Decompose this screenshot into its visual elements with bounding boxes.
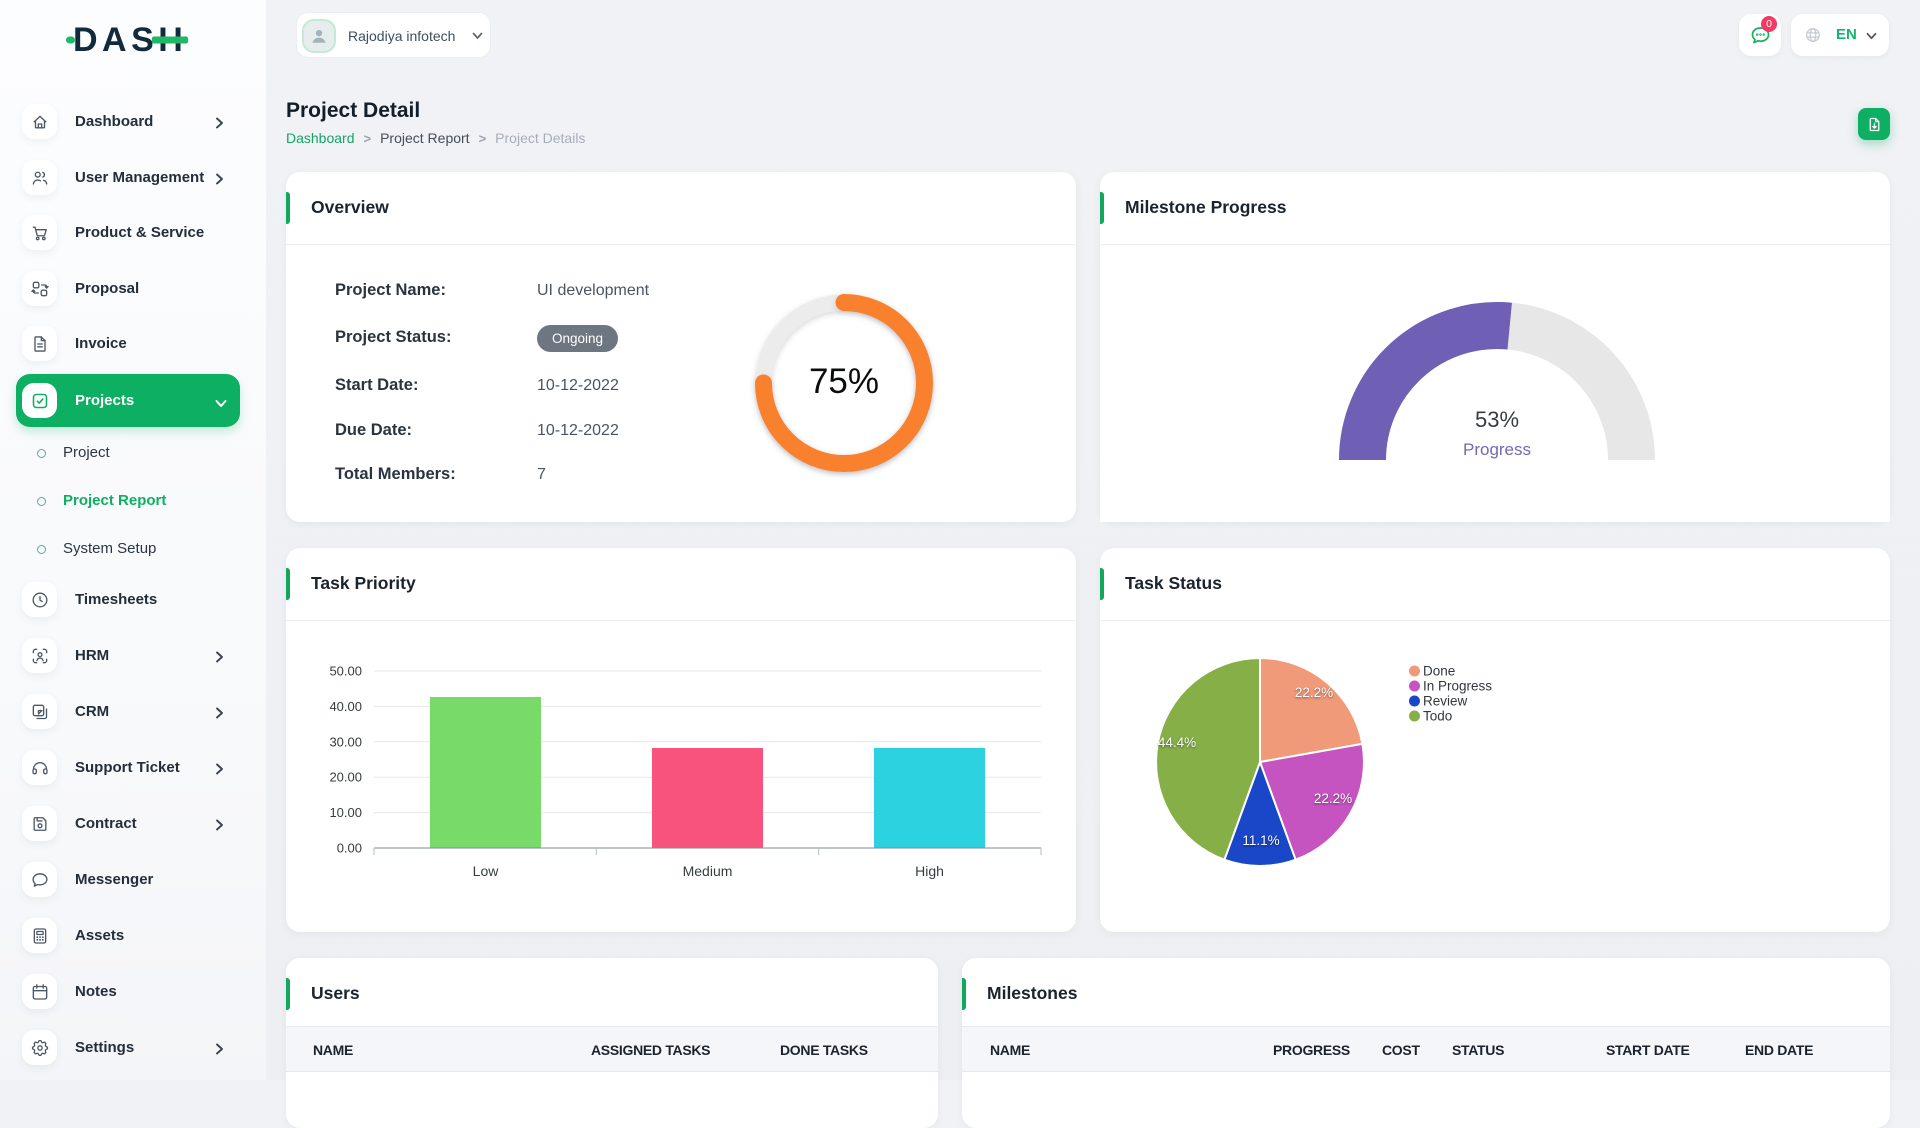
svg-text:50.00: 50.00 <box>329 664 362 679</box>
svg-text:44.4%: 44.4% <box>1158 735 1196 750</box>
svg-text:Todo: Todo <box>1423 709 1452 724</box>
svg-text:40.00: 40.00 <box>329 699 362 714</box>
svg-text:Medium: Medium <box>683 863 733 879</box>
svg-text:High: High <box>915 863 944 879</box>
svg-text:10.00: 10.00 <box>329 805 362 820</box>
svg-text:30.00: 30.00 <box>329 734 362 749</box>
svg-text:In Progress: In Progress <box>1423 679 1492 694</box>
svg-text:Review: Review <box>1423 694 1468 709</box>
svg-text:20.00: 20.00 <box>329 770 362 785</box>
svg-text:11.1%: 11.1% <box>1242 833 1279 848</box>
svg-text:22.2%: 22.2% <box>1314 791 1352 806</box>
svg-text:Done: Done <box>1423 664 1455 679</box>
svg-text:22.2%: 22.2% <box>1295 685 1333 700</box>
svg-text:0.00: 0.00 <box>337 841 362 856</box>
svg-text:Low: Low <box>473 863 500 879</box>
